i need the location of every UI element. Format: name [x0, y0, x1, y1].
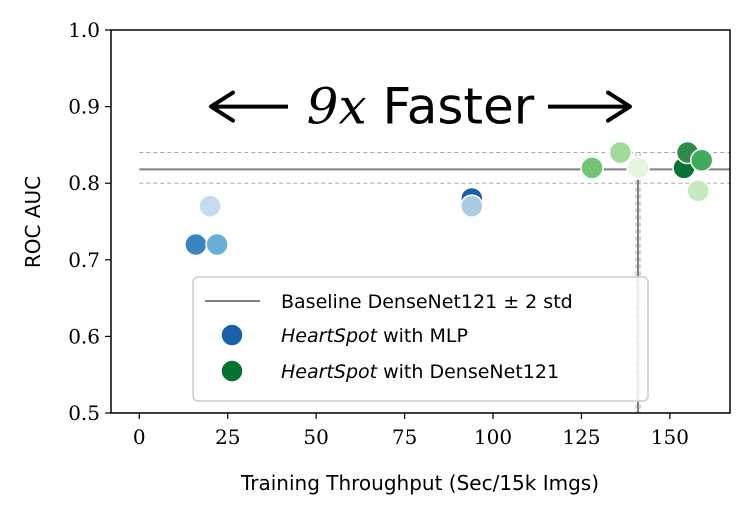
legend: Baseline DenseNet121 ± 2 std HeartSpot wi… [192, 276, 649, 402]
x-tick-label: 125 [562, 425, 600, 449]
y-tick-label: 0.6 [68, 324, 100, 348]
plot-frame [110, 29, 731, 414]
series-1-point-3 [198, 194, 222, 218]
x-tick-label: 0 [133, 425, 146, 449]
x-axis-label: Training Throughput (Sec/15k Imgs) [240, 471, 599, 495]
y-tick-label: 0.7 [68, 248, 100, 272]
series-2-point-6 [689, 148, 714, 172]
x-tick-label: 75 [392, 425, 417, 449]
legend-box [192, 276, 649, 402]
legend-series-1-swatch [220, 323, 244, 347]
series-1-point-2 [205, 232, 229, 257]
ticks-layer: 0 25 50 75 100 125 150 0.5 0.6 0.7 0.8 0.9 1.0 [68, 18, 689, 449]
legend-baseline-label: Baseline DenseNet121 ± 2 std [281, 291, 573, 313]
right-arrow-head [606, 90, 633, 123]
series-2-point-1 [580, 156, 604, 180]
legend-series-2-swatch [220, 359, 244, 383]
speedup-annotation-text: 9x Faster [307, 78, 535, 136]
series-1-point-5 [460, 194, 484, 218]
x-tick-label: 150 [651, 425, 689, 449]
y-axis-label: ROC AUC [21, 176, 45, 268]
x-tick-label: 25 [215, 425, 240, 449]
series-2-point-3 [626, 156, 650, 180]
x-tick-label: 100 [474, 425, 512, 449]
y-tick-label: 0.5 [68, 401, 100, 425]
y-tick-label: 0.9 [68, 95, 100, 119]
series-2-point-2 [608, 140, 633, 165]
series-1-point-1 [184, 232, 208, 257]
y-tick-label: 0.8 [68, 171, 100, 195]
y-tick-label: 1.0 [68, 18, 100, 42]
annotation-layer: 9x Faster [208, 78, 633, 136]
legend-series-2-label: HeartSpot with DenseNet121 [281, 361, 559, 383]
left-arrow-head [208, 90, 235, 123]
axes-frame [110, 29, 731, 414]
legend-series-1-label: HeartSpot with MLP [281, 325, 468, 347]
series-2-point-7 [686, 179, 710, 203]
x-tick-label: 50 [303, 425, 328, 449]
